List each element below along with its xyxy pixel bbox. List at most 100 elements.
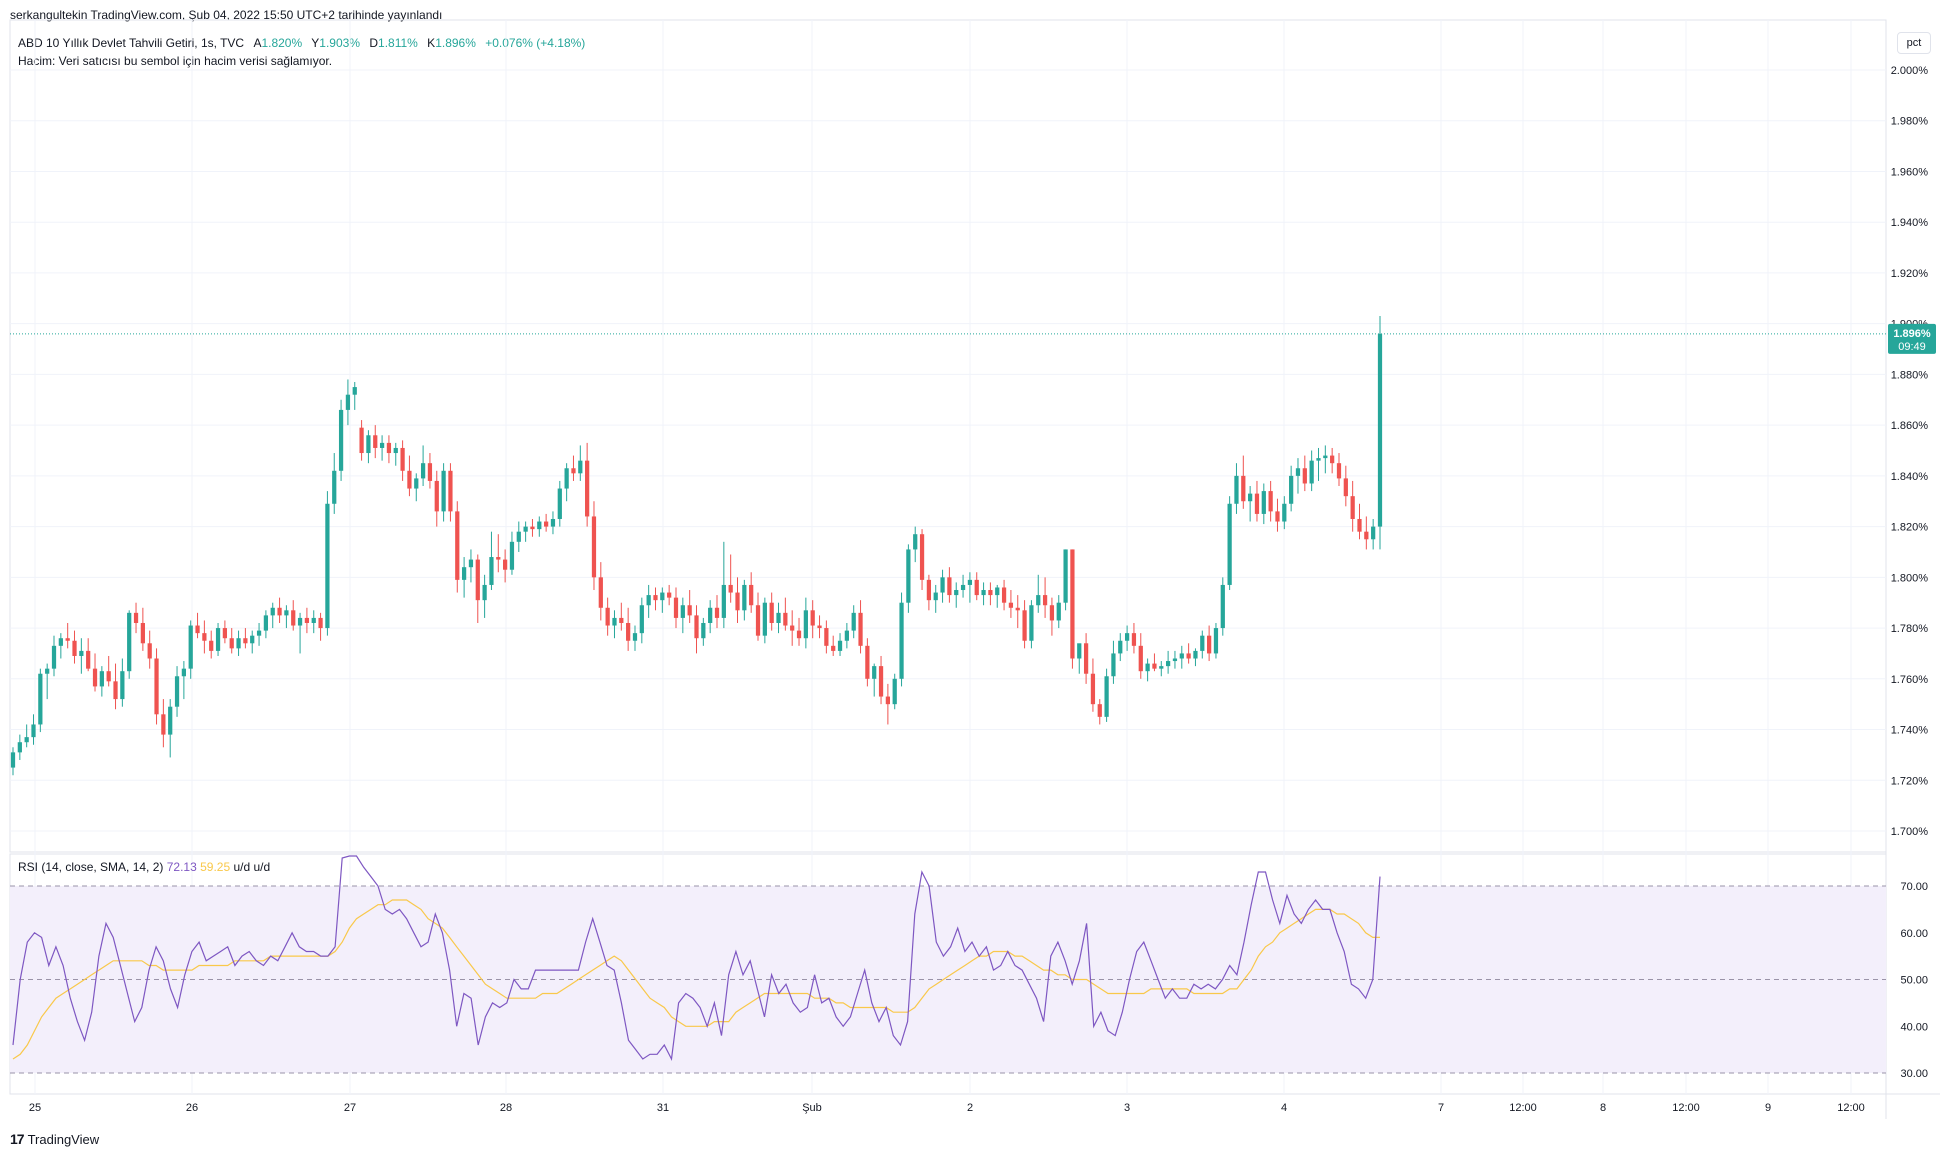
- candle: [297, 612, 303, 654]
- candle-body: [496, 557, 501, 560]
- candle: [530, 518, 535, 537]
- candle-body: [1207, 635, 1212, 654]
- candle: [1111, 640, 1116, 684]
- price-tick-label: 1.920%: [1891, 268, 1929, 280]
- candle: [742, 579, 747, 621]
- candle-body: [1131, 633, 1137, 646]
- candle-body: [1001, 587, 1007, 603]
- candle-body: [1350, 496, 1355, 519]
- candle-body: [503, 559, 508, 570]
- candle: [1165, 650, 1171, 674]
- symbol-title: ABD 10 Yıllık Devlet Tahvili Getiri, 1s,…: [18, 36, 245, 50]
- candle: [591, 501, 597, 591]
- candle-body: [140, 622, 145, 644]
- candle-body: [667, 592, 672, 598]
- candle: [653, 587, 658, 611]
- candle: [325, 491, 330, 636]
- candle: [1295, 458, 1301, 494]
- candle: [906, 544, 911, 613]
- candle-body: [1282, 503, 1287, 522]
- tradingview-footer[interactable]: 17 TradingView: [10, 1131, 99, 1147]
- percent-scale-button[interactable]: pct: [1897, 32, 1931, 54]
- candle-body: [38, 673, 43, 725]
- candle: [1036, 574, 1041, 613]
- candle: [277, 597, 282, 623]
- candle: [851, 605, 856, 639]
- candle: [694, 605, 699, 654]
- candle: [1186, 643, 1191, 664]
- candle-body: [919, 534, 925, 580]
- candle-body: [578, 460, 583, 474]
- candle-body: [926, 579, 932, 601]
- candle: [680, 597, 685, 634]
- candle: [161, 699, 166, 748]
- candle: [1172, 650, 1178, 669]
- candle-body: [769, 602, 774, 623]
- candle-body: [619, 617, 624, 623]
- candle-body: [24, 737, 29, 743]
- candle-body: [420, 463, 426, 479]
- candle: [427, 453, 433, 489]
- candle-body: [872, 666, 877, 679]
- time-tick-label: 4: [1281, 1102, 1287, 1114]
- candle: [127, 610, 132, 679]
- candle-body: [1234, 475, 1239, 504]
- candle-body: [1289, 475, 1294, 504]
- candle-body: [851, 612, 856, 631]
- candle: [202, 620, 207, 654]
- candle: [441, 463, 446, 522]
- time-tick-label: 7: [1438, 1102, 1444, 1114]
- candle: [1090, 658, 1096, 712]
- candle: [995, 584, 1000, 608]
- candle: [981, 582, 986, 606]
- candle: [687, 590, 692, 623]
- candle-body: [810, 610, 815, 626]
- rsi-line: [12, 855, 1381, 1061]
- rsi-band: [10, 885, 1886, 1074]
- candle: [899, 592, 904, 687]
- candle-body: [386, 442, 392, 454]
- candle-body: [516, 531, 521, 542]
- candle-body: [598, 577, 603, 608]
- candle: [92, 653, 98, 692]
- candle: [1104, 668, 1109, 722]
- candle: [407, 455, 412, 497]
- candle-body: [742, 584, 747, 611]
- candle-body: [58, 638, 63, 646]
- candle: [1056, 595, 1061, 629]
- candle-body: [1015, 607, 1020, 611]
- candle-body: [1118, 640, 1123, 654]
- candle: [503, 549, 508, 583]
- time-tick-label: 25: [29, 1102, 41, 1114]
- candle-body: [530, 526, 535, 530]
- candle: [222, 620, 228, 644]
- candle-body: [174, 676, 180, 707]
- candle: [1309, 450, 1314, 492]
- candle-body: [263, 615, 269, 631]
- candle-body: [721, 584, 726, 618]
- time-tick-label: 28: [500, 1102, 512, 1114]
- candle-body: [1008, 602, 1014, 608]
- candle: [1302, 455, 1307, 492]
- candle-body: [803, 610, 808, 639]
- candle: [810, 600, 815, 639]
- candle-body: [1295, 468, 1301, 476]
- candle: [619, 602, 624, 631]
- candle: [564, 463, 569, 502]
- candle-body: [277, 607, 282, 616]
- candle: [1049, 597, 1055, 636]
- candle: [1131, 622, 1137, 654]
- candle-body: [455, 511, 460, 580]
- candle: [1083, 633, 1089, 684]
- candle: [1207, 625, 1212, 662]
- candle: [878, 655, 884, 705]
- candle-body: [1220, 584, 1225, 629]
- candle: [263, 610, 269, 639]
- candle-body: [878, 666, 884, 697]
- candle: [708, 600, 713, 634]
- candle: [1241, 455, 1246, 509]
- candle: [455, 501, 460, 593]
- candle-body: [414, 478, 419, 489]
- candle-body: [222, 628, 228, 639]
